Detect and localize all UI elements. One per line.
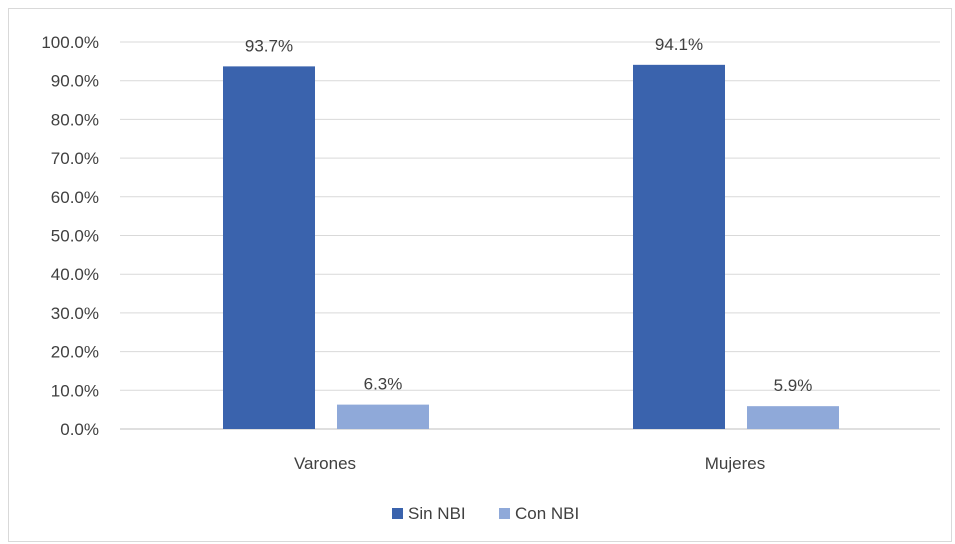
- data-label: 5.9%: [774, 376, 813, 395]
- y-tick-label: 100.0%: [41, 33, 99, 52]
- y-tick-label: 30.0%: [51, 304, 99, 323]
- legend-label: Sin NBI: [408, 504, 466, 523]
- data-labels: 93.7% 6.3% 94.1% 5.9%: [245, 35, 812, 395]
- legend-item[interactable]: Con NBI: [499, 504, 579, 523]
- bars: [223, 64, 839, 430]
- y-tick-label: 50.0%: [51, 227, 99, 246]
- data-label: 6.3%: [364, 375, 403, 394]
- data-label: 94.1%: [655, 35, 703, 54]
- y-tick-label: 70.0%: [51, 149, 99, 168]
- y-tick-label: 60.0%: [51, 188, 99, 207]
- legend-item[interactable]: Sin NBI: [392, 504, 466, 523]
- data-label: 93.7%: [245, 36, 293, 55]
- legend[interactable]: Sin NBI Con NBI: [392, 504, 579, 523]
- y-tick-label: 10.0%: [51, 381, 99, 400]
- legend-swatch: [392, 508, 403, 519]
- bar-sin-nbi: [223, 66, 315, 430]
- y-tick-label: 0.0%: [60, 420, 99, 439]
- y-tick-label: 80.0%: [51, 110, 99, 129]
- chart-frame: [8, 8, 952, 542]
- legend-swatch: [499, 508, 510, 519]
- x-axis-category-labels: Varones Mujeres: [294, 454, 765, 473]
- y-tick-label: 20.0%: [51, 343, 99, 362]
- category-label: Mujeres: [705, 454, 765, 473]
- bar-sin-nbi: [633, 64, 725, 429]
- bar-con-nbi: [337, 404, 429, 429]
- y-axis-tick-labels: 0.0% 10.0% 20.0% 30.0% 40.0% 50.0% 60.0% 70.0% 8…: [41, 33, 99, 439]
- y-tick-label: 90.0%: [51, 72, 99, 91]
- y-tick-label: 40.0%: [51, 265, 99, 284]
- bar-con-nbi: [747, 406, 839, 429]
- legend-label: Con NBI: [515, 504, 579, 523]
- category-label: Varones: [294, 454, 356, 473]
